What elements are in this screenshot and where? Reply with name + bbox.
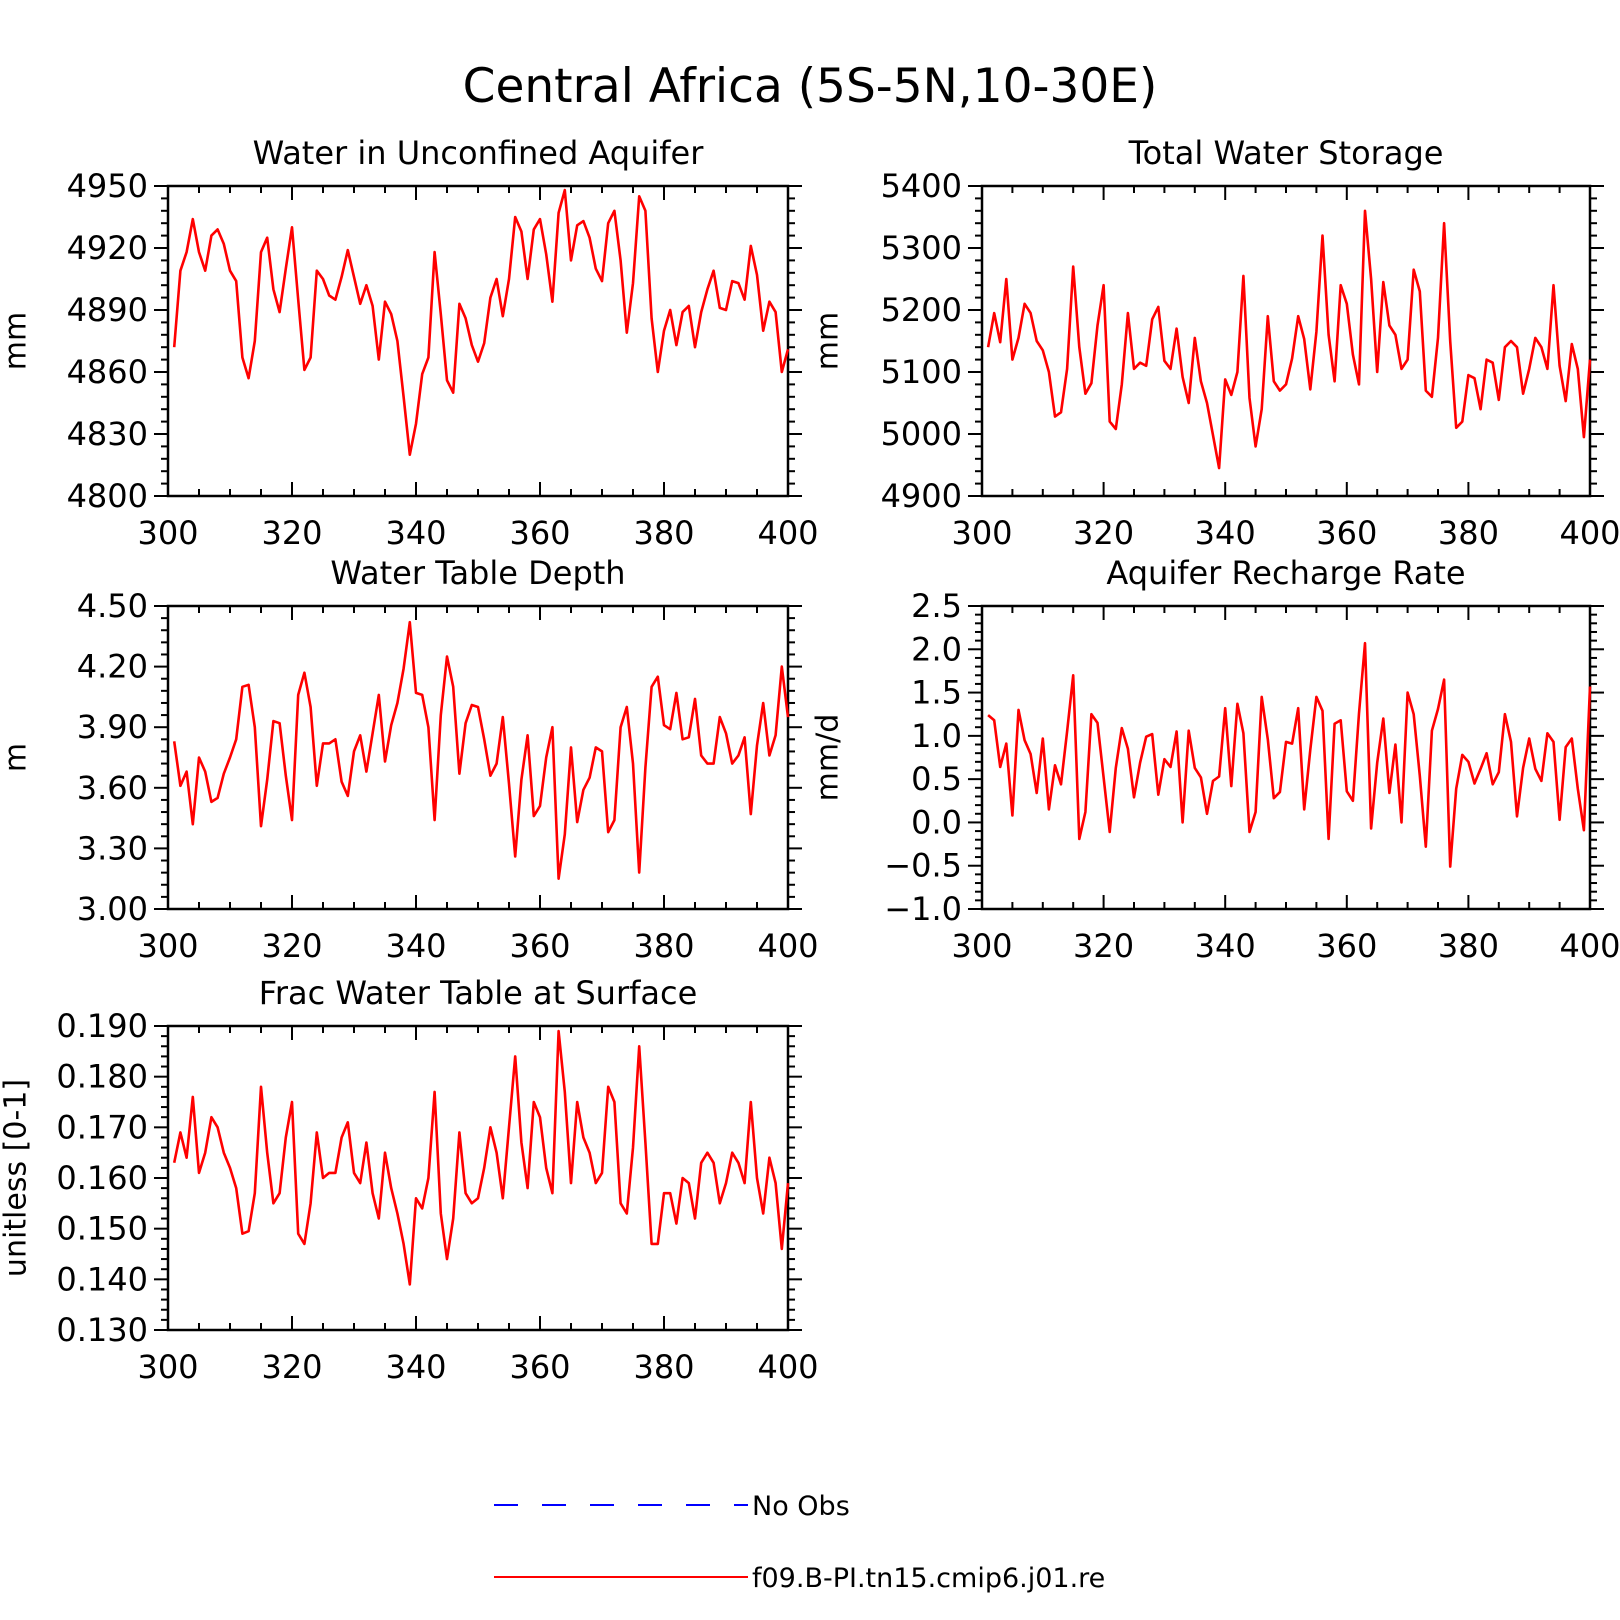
x-tick-label: 380 [1438, 514, 1499, 552]
plot-frame [166, 1024, 790, 1332]
y-tick-label: 1.5 [911, 674, 962, 712]
x-tick-label: 380 [633, 927, 694, 965]
legend-label-2: f09.B-PI.tn15.cmip6.j01.re [752, 1563, 1105, 1594]
x-tick-label: 400 [1559, 514, 1620, 552]
legend: No Obs f09.B-PI.tn15.cmip6.j01.re [494, 1491, 1105, 1594]
y-tick-label: 1.0 [911, 717, 962, 755]
x-tick-label: 360 [509, 1348, 570, 1386]
x-tick-label: 360 [509, 514, 570, 552]
y-axis-label: mm/d [811, 714, 846, 802]
chart-panel-3: Water Table Depth m 300 320 340 360 380 400 3.00… [0, 554, 819, 965]
x-tick-label: 300 [137, 1348, 198, 1386]
y-tick-label: 4950 [67, 167, 148, 205]
x-tick-label: 300 [951, 927, 1012, 965]
y-tick-label: 5100 [881, 353, 962, 391]
panel-title: Aquifer Recharge Rate [1106, 554, 1465, 592]
y-tick-label: −0.5 [884, 847, 962, 885]
panel-title: Total Water Storage [1128, 134, 1444, 172]
chart-panel-2: Total Water Storage mm 300 320 340 360 380 400 4… [811, 134, 1620, 552]
y-tick-label: 2.5 [911, 587, 962, 625]
y-tick-label: 0.160 [56, 1159, 148, 1197]
y-tick-label: −1.0 [884, 890, 962, 928]
y-tick-label: 5200 [881, 291, 962, 329]
chart-panel-5: Frac Water Table at Surface unitless [0-1… [0, 974, 819, 1386]
x-tick-label: 320 [1073, 514, 1134, 552]
panels-group: Water in Unconfined Aquifer mm 300 320 340 36… [0, 134, 1620, 1386]
x-tick-label: 340 [1195, 514, 1256, 552]
y-tick-label: 3.30 [77, 829, 148, 867]
series-line [986, 209, 1592, 470]
plot-frame [980, 604, 1592, 911]
y-axis-label: mm [811, 312, 846, 370]
x-tick-label: 360 [509, 927, 570, 965]
y-tick-label: 2.0 [911, 630, 962, 668]
series-line [987, 641, 1592, 868]
y-tick-label: 4920 [67, 229, 148, 267]
y-tick-label: 3.90 [77, 708, 148, 746]
x-tick-label: 400 [757, 927, 818, 965]
x-tick-label: 340 [385, 514, 446, 552]
x-tick-label: 380 [1438, 927, 1499, 965]
x-tick-label: 400 [757, 514, 818, 552]
y-tick-label: 0.5 [911, 760, 962, 798]
y-tick-label: 5000 [881, 415, 962, 453]
x-tick-label: 400 [757, 1348, 818, 1386]
y-axis-label: m [0, 743, 34, 772]
chart-panel-1: Water in Unconfined Aquifer mm 300 320 340 36… [0, 134, 819, 552]
y-tick-label: 3.00 [77, 890, 148, 928]
y-tick-label: 4.20 [77, 648, 148, 686]
x-tick-label: 320 [261, 514, 322, 552]
x-tick-label: 320 [261, 1348, 322, 1386]
series-line [172, 1029, 790, 1286]
x-tick-label: 340 [1195, 927, 1256, 965]
y-tick-label: 0.130 [56, 1311, 148, 1349]
plot-frame [980, 184, 1592, 498]
series-line [172, 620, 790, 881]
plot-frame [166, 604, 790, 911]
y-tick-label: 5300 [881, 229, 962, 267]
y-axis-label: mm [0, 312, 34, 370]
x-tick-label: 380 [633, 514, 694, 552]
x-tick-label: 380 [633, 1348, 694, 1386]
y-tick-label: 4830 [67, 415, 148, 453]
x-tick-label: 320 [1073, 927, 1134, 965]
y-tick-label: 4900 [881, 477, 962, 515]
panel-title: Water in Unconfined Aquifer [253, 134, 705, 172]
y-tick-label: 0.170 [56, 1108, 148, 1146]
y-tick-label: 5400 [881, 167, 962, 205]
y-tick-label: 4800 [67, 477, 148, 515]
y-tick-label: 0.0 [911, 803, 962, 841]
panel-title: Frac Water Table at Surface [259, 974, 698, 1012]
x-tick-label: 320 [261, 927, 322, 965]
panel-title: Water Table Depth [330, 554, 625, 592]
x-tick-label: 360 [1316, 927, 1377, 965]
series-line [172, 188, 790, 457]
x-tick-label: 300 [137, 514, 198, 552]
chart-panel-4: Aquifer Recharge Rate mm/d 300 320 340 360 380… [811, 554, 1620, 965]
y-tick-label: 0.190 [56, 1007, 148, 1045]
y-tick-label: 0.180 [56, 1058, 148, 1096]
x-tick-label: 340 [385, 1348, 446, 1386]
x-tick-label: 300 [951, 514, 1012, 552]
x-tick-label: 340 [385, 927, 446, 965]
legend-label-1: No Obs [752, 1491, 850, 1522]
x-tick-label: 400 [1559, 927, 1620, 965]
y-tick-label: 0.150 [56, 1210, 148, 1248]
y-tick-label: 4.50 [77, 587, 148, 625]
y-tick-label: 0.140 [56, 1260, 148, 1298]
y-tick-label: 4890 [67, 291, 148, 329]
figure-title: Central Africa (5S-5N,10-30E) [463, 59, 1158, 114]
y-tick-label: 4860 [67, 353, 148, 391]
y-tick-label: 3.60 [77, 769, 148, 807]
x-tick-label: 360 [1316, 514, 1377, 552]
y-axis-label: unitless [0-1] [0, 1079, 34, 1277]
x-tick-label: 300 [137, 927, 198, 965]
